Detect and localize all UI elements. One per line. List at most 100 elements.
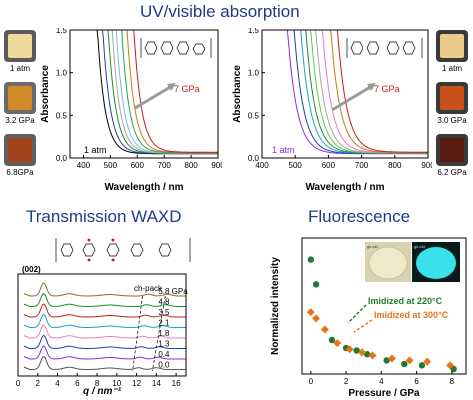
fluor-legend-220-pointer (347, 304, 367, 324)
uv-right-ytick-label: 0.5 (248, 111, 260, 120)
uv-left-xtick-label: 800 (184, 161, 198, 170)
fluor-point-300 (423, 357, 432, 366)
waxd-xtick-label: 2 (36, 379, 41, 388)
fluor-point-300 (405, 356, 414, 365)
fluor-point-300 (357, 348, 366, 357)
uv-right-arrow (331, 84, 373, 112)
fluor-point-300 (306, 308, 315, 317)
uv-left-ylabel: Absorbance (40, 65, 51, 123)
uv-right-1atm-label: 1 atm (272, 145, 295, 155)
uv-right-xtick-label: 700 (355, 161, 369, 170)
waxd-xtick-label: 6 (75, 379, 80, 388)
waxd-frame (17, 273, 187, 377)
uv-left-molecule (138, 38, 214, 62)
uv-right-ytick-label: 1.0 (248, 69, 260, 78)
waxd-trace-7 (23, 355, 186, 370)
uv-right-chart: 400 500 600 700 800 900 0.0 0.5 1.0 1.5 7 GPa 1 a… (232, 28, 432, 193)
photo-label-left-2: 3.2 GPa (5, 116, 35, 125)
waxd-xtick-label: 12 (132, 379, 141, 388)
fluor-point-300 (320, 325, 329, 334)
uv-left-1atm-label: 1 atm (84, 145, 107, 155)
fluor-point-220 (401, 360, 408, 368)
waxd-xtick-label: 4 (55, 379, 60, 388)
waxd-trace-4 (23, 324, 186, 339)
fluor-legend-220: Imidized at 220°C (368, 296, 443, 306)
fluorescence-frame (301, 237, 467, 375)
fluor-legend-300: Imidized at 300°C (374, 310, 449, 320)
uv-right-xtick-label: 600 (322, 161, 336, 170)
fluor-xlabel: Pressure / GPa (348, 388, 420, 398)
uv-right-molecule (344, 38, 426, 62)
photo-label-right-2: 3.0 GPa (437, 116, 467, 125)
sample-68gpa-left (8, 138, 32, 162)
fluor-xtick-label: 0 (309, 377, 314, 386)
fluor-xtick-label: 6 (414, 377, 419, 386)
uv-left-xtick-label: 600 (131, 161, 145, 170)
waxd-chpack-guide-1 (132, 295, 143, 372)
uv-right-xtick-label: 500 (289, 161, 303, 170)
photo-left-3 (4, 134, 36, 166)
waxd-chpack-guide-2 (152, 295, 166, 372)
uv-right-xtick-label: 900 (421, 161, 432, 170)
waxd-xtick-label: 0 (16, 379, 21, 388)
uv-right-arrowhead (367, 83, 376, 91)
uv-right-series-8 (336, 30, 428, 153)
uv-right-xlabel: Wavelength / nm (305, 182, 384, 193)
waxd-series-label: 5.8 GPa (158, 287, 188, 296)
uv-left-ytick-label: 0.0 (56, 154, 68, 163)
uv-right-7gpa-label: 7 GPa (374, 84, 400, 94)
fluor-xtick-label: 8 (450, 377, 455, 386)
waxd-series-label: 2.1 (158, 319, 170, 328)
waxd-series-label: 3.5 (158, 308, 170, 317)
fluor-xtick-label: 4 (379, 377, 384, 386)
waxd-title: Transmission WAXD (26, 207, 182, 226)
fluor-point-300 (345, 345, 354, 354)
uv-left-xlabel: Wavelength / nm (104, 182, 183, 193)
photo-label-right-1: 1 atm (441, 64, 462, 73)
uv-left-ytick-label: 1.0 (56, 69, 68, 78)
photo-right-3 (436, 134, 468, 166)
fluor-point-220 (312, 281, 320, 288)
waxd-xlabel: q / nm⁻¹ (83, 386, 122, 397)
uv-left-xtick-label: 400 (77, 161, 91, 170)
sample-1atm-right (440, 34, 464, 58)
uv-right-ytick-label: 1.5 (248, 28, 260, 35)
uv-right-ytick-label: 0.0 (248, 154, 260, 163)
waxd-chpack-label: ch-pack (134, 284, 163, 293)
waxd-xtick-label: 16 (172, 379, 181, 388)
sample-32gpa-left (8, 86, 32, 110)
uv-left-ytick-label: 1.5 (56, 28, 68, 35)
uv-right-xtick-label: 800 (388, 161, 402, 170)
uv-left-7gpa-label: 7 GPa (174, 84, 200, 94)
fluorescence-title: Fluorescence (308, 207, 411, 226)
fluor-point-300 (333, 339, 342, 348)
fluor-point-220 (307, 256, 315, 263)
uv-title: UV/visible absorption (140, 2, 300, 21)
waxd-trace-0 (23, 282, 186, 297)
waxd-series-label: 0.0 (158, 361, 170, 370)
uv-right-xtick-label: 400 (255, 161, 269, 170)
uv-left-xtick-label: 500 (104, 161, 118, 170)
fluor-point-220 (418, 362, 426, 369)
fluor-photo-lit-sample (416, 247, 456, 279)
uv-left-frame (69, 29, 219, 159)
uv-right-ylabel: Absorbance (232, 65, 243, 123)
waxd-trace-5 (23, 334, 186, 349)
fluor-legend-300-pointer (353, 319, 373, 333)
photo-label-left-1: 1 atm (9, 64, 30, 73)
waxd-series-label: 0.4 (158, 350, 170, 359)
photo-left-2 (4, 82, 36, 114)
uv-left-arrowhead (167, 83, 176, 91)
photo-right-2 (436, 82, 468, 114)
fluor-ylabel: Normalized intensity (270, 257, 281, 355)
waxd-xtick-label: 8 (95, 379, 100, 388)
photo-label-right-3: 6.2 GPa (437, 168, 467, 177)
waxd-trace-6 (23, 345, 186, 360)
waxd-series-label: 1.3 (158, 340, 170, 349)
fluor-point-300 (387, 354, 396, 363)
uv-left-ytick-label: 0.5 (56, 111, 68, 120)
fluor-point-300 (446, 361, 455, 370)
photo-left-1 (4, 30, 36, 62)
fluor-point-300 (368, 351, 377, 360)
